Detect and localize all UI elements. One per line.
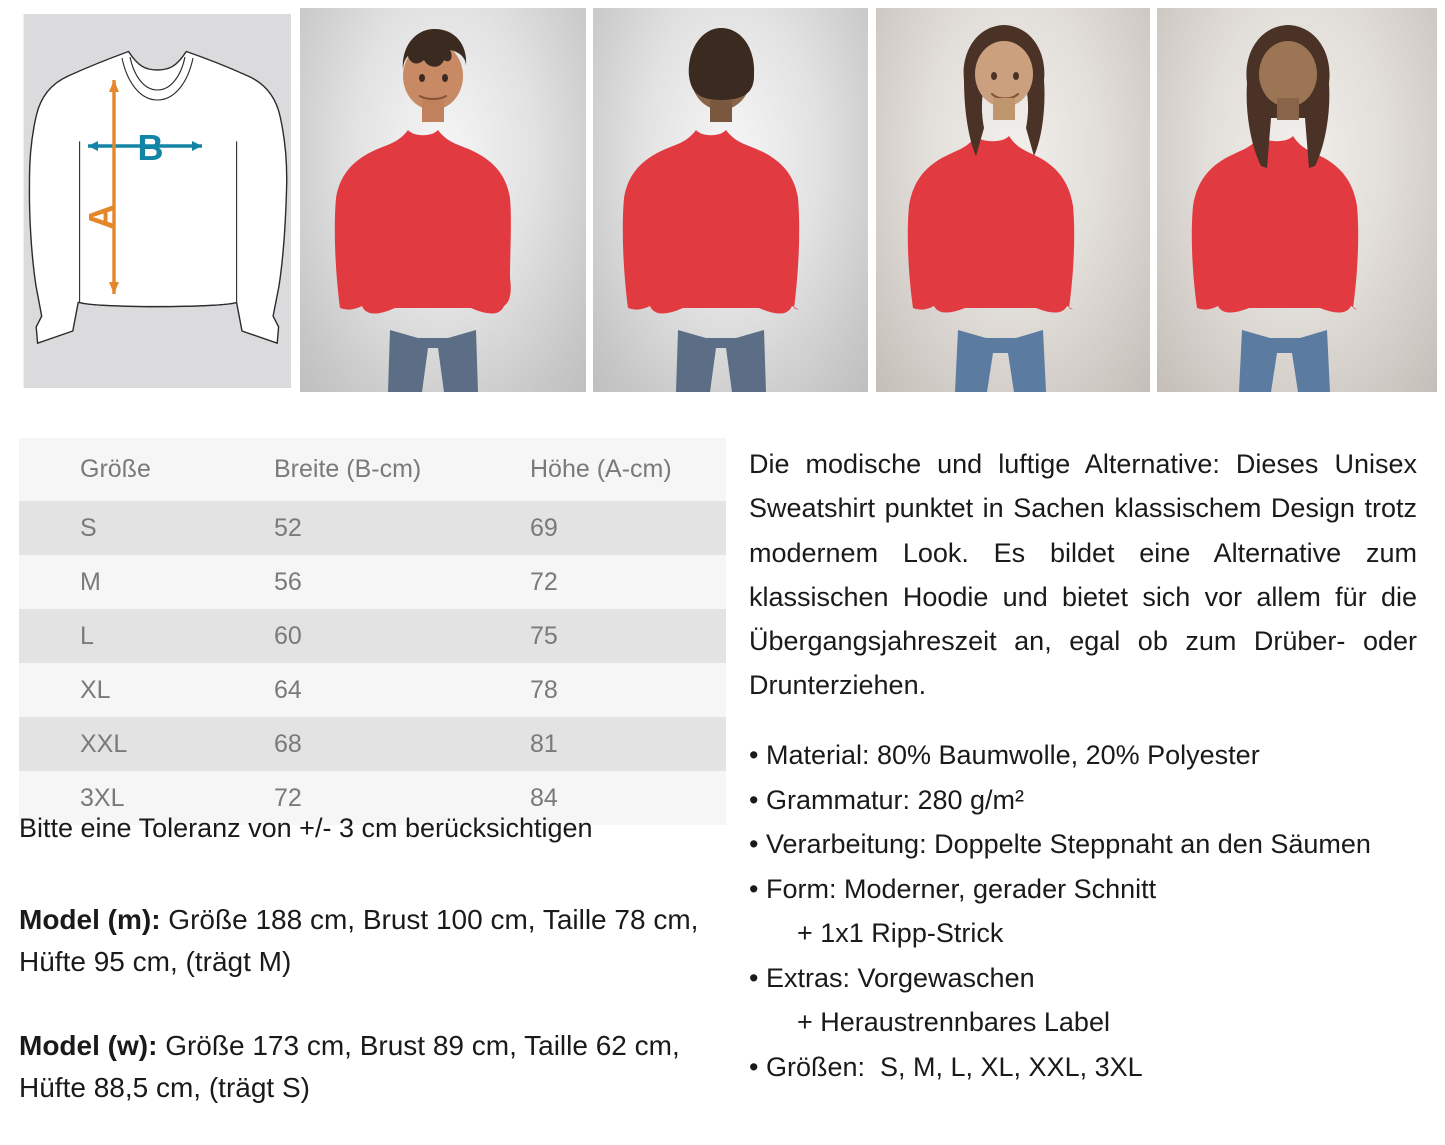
- svg-text:B: B: [138, 127, 163, 168]
- svg-text:A: A: [81, 204, 122, 230]
